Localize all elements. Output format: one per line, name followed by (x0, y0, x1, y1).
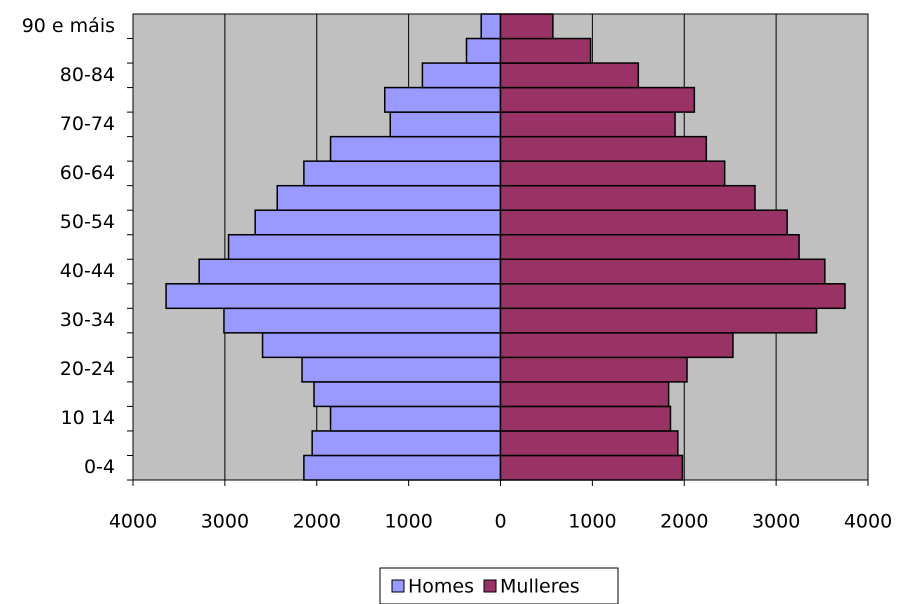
legend-box (379, 567, 619, 604)
bar (499, 62, 640, 89)
bar (499, 405, 672, 432)
x-tick-label: 2000 (660, 511, 708, 533)
x-tick-label: 3000 (752, 511, 800, 533)
bar (480, 13, 502, 40)
bar (276, 184, 502, 211)
bar (499, 283, 846, 310)
bar (261, 332, 502, 359)
bar (329, 135, 502, 162)
x-tick-label: 0 (494, 511, 506, 533)
bar (499, 184, 756, 211)
bar (499, 258, 826, 285)
legend-swatch (391, 579, 405, 593)
legend: Homes Mulleres (379, 567, 619, 604)
bar (329, 405, 502, 432)
bar (499, 86, 696, 113)
bar (313, 381, 502, 408)
y-tick-label: 70-74 (60, 113, 115, 135)
y-tick-label: 10 14 (61, 407, 115, 429)
x-tick-label: 1000 (568, 511, 616, 533)
bar (499, 307, 818, 334)
bar (499, 233, 800, 261)
bar (465, 37, 502, 64)
bar (227, 233, 502, 261)
x-tick-label: 4000 (844, 511, 892, 533)
bar (303, 454, 502, 481)
bar (165, 283, 502, 310)
bar (303, 160, 502, 187)
y-tick-label: 50-54 (60, 211, 115, 233)
x-tick-label: 1000 (384, 511, 432, 533)
bar (389, 111, 502, 138)
bar (499, 430, 679, 457)
bar (421, 62, 502, 89)
legend-label: Homes (408, 576, 474, 598)
legend-swatch (483, 579, 497, 593)
bar (499, 454, 684, 481)
bar (499, 381, 670, 408)
y-tick-label: 40-44 (60, 260, 115, 282)
y-tick-label: 60-64 (60, 162, 115, 184)
plot-border (132, 13, 869, 481)
x-tick-label: 3000 (201, 511, 249, 533)
bar (198, 258, 502, 285)
bar (499, 37, 592, 64)
x-tick-label: 4000 (109, 511, 157, 533)
bar (383, 86, 502, 113)
bar (499, 111, 676, 138)
bar (311, 430, 502, 457)
bar (499, 209, 788, 236)
bar (254, 209, 502, 236)
bar (499, 135, 708, 162)
bar (499, 160, 726, 187)
bar (223, 307, 502, 334)
bar (499, 13, 554, 40)
y-tick-label: 0-4 (84, 456, 115, 478)
y-tick-label: 90 e máis (22, 15, 115, 37)
legend-label: Mulleres (500, 576, 580, 598)
x-tick-label: 2000 (293, 511, 341, 533)
bar (301, 356, 502, 383)
bar (499, 332, 734, 359)
y-tick-label: 80-84 (60, 64, 115, 86)
bar (499, 356, 688, 383)
y-tick-label: 30-34 (60, 309, 115, 331)
y-tick-label: 20-24 (60, 358, 115, 380)
